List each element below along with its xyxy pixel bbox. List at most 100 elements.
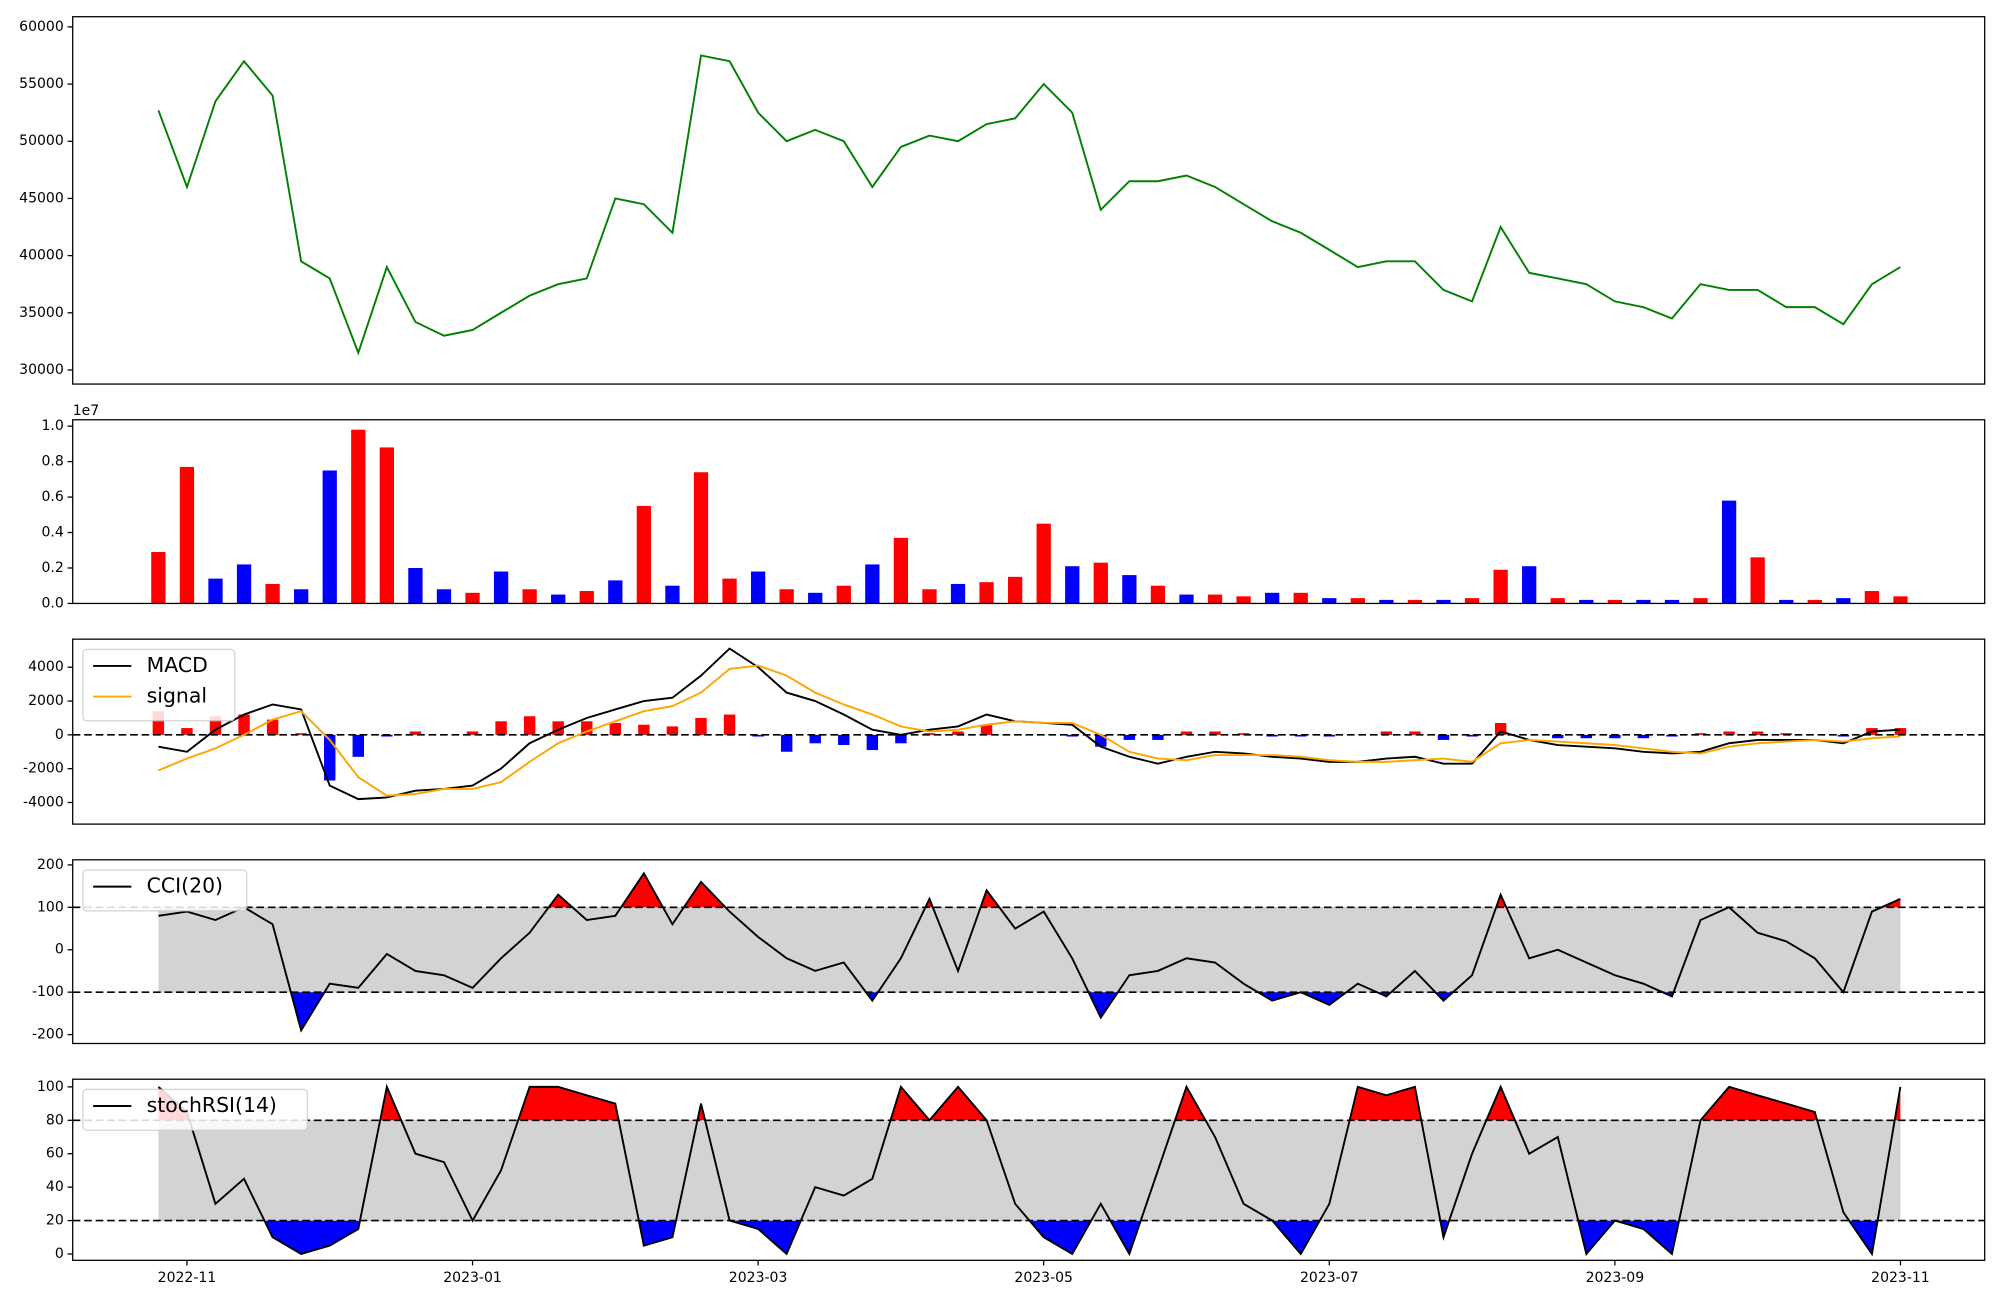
y-tick-label: 200 [37,857,64,873]
histogram-bar [1152,734,1164,740]
histogram-bar [1609,734,1621,739]
x-tick-label: 2023-03 [729,1270,788,1286]
bar [579,591,594,604]
bar [522,589,537,604]
histogram-bar [409,731,422,735]
histogram-bar [723,714,736,735]
y-tick-label: 55000 [19,76,64,92]
bar [1607,599,1623,604]
histogram-bar [952,731,964,735]
x-tick-label: 2023-01 [443,1270,502,1286]
histogram-bar [381,734,393,737]
y-tick-label: 0 [55,727,64,743]
histogram-bar [1780,733,1792,735]
bar [693,472,709,604]
histogram-bar [1437,734,1450,740]
bar [1436,599,1451,604]
histogram-bar [695,717,707,735]
histogram-bar [1266,734,1278,737]
histogram-bar [1237,733,1250,735]
bar [665,585,680,604]
panel-frame [72,16,1986,385]
y-tick-label: 20 [46,1213,64,1229]
bar [1265,592,1280,604]
bar [379,447,394,604]
histogram-bar [266,719,279,735]
bar [1007,576,1023,604]
bar [236,564,252,604]
histogram-bar [809,734,821,744]
histogram-bar [1123,734,1136,740]
bar [922,589,937,604]
y-tick-label: 0.6 [41,489,63,505]
histogram-bar [324,734,336,781]
bar [1893,596,1908,604]
bar [179,466,195,604]
bar [950,583,966,604]
histogram-bar [209,716,222,735]
histogram-bar [295,733,307,735]
y-tick-label: 50000 [19,133,64,149]
x-tick-label: 2023-11 [1871,1270,1930,1286]
bar [436,589,452,604]
y-tick-label: 100 [37,1079,64,1095]
x-tick-label: 2022-11 [158,1270,217,1286]
histogram-bar [1751,731,1764,735]
histogram-bar [866,734,879,751]
legend-label: stochRSI(14) [147,1093,277,1117]
overbought-fill [158,1086,1901,1121]
histogram-bar [1180,731,1193,735]
bar [151,552,166,604]
bar [1693,598,1708,604]
line [158,664,1901,797]
bar [1579,599,1594,604]
panel-frame [72,419,1986,605]
histogram-bar [980,724,993,735]
line [158,647,1901,801]
legend-box [82,869,248,912]
legend-box [82,648,236,722]
line [157,1083,1902,1257]
y-tick-label: -200 [32,1027,64,1043]
bar [808,592,823,604]
histogram-bar [1666,734,1678,737]
bar [979,582,994,604]
legend-box [82,1088,309,1131]
histogram-bar [895,734,907,744]
histogram-bar [609,723,622,735]
histogram-bar [1066,734,1078,737]
bar [865,564,880,604]
histogram-bar [523,716,536,735]
histogram-bar [466,731,479,735]
histogram-bar [1409,731,1421,735]
y-tick-label: 45000 [19,190,64,206]
y-tick-label: 0.2 [41,560,63,576]
histogram-bar [1552,734,1564,739]
y-tick-label: 40000 [19,248,64,264]
bar [1407,599,1423,604]
bar [208,578,223,604]
bar [1779,599,1794,604]
bar [294,589,309,604]
bar [1721,500,1737,604]
histogram-bar [1637,734,1650,739]
bar [1293,592,1308,604]
y-tick-label: 0.0 [41,595,63,611]
bar [1207,594,1223,604]
bar [351,429,366,604]
band [158,1120,1901,1221]
histogram-bar [181,728,193,735]
panel-frame [72,638,1986,825]
y-tick-label: -2000 [23,761,64,777]
histogram-bar [1494,723,1507,735]
bar [551,594,566,604]
bar [1550,598,1565,604]
bar [1750,557,1765,604]
y-tick-label: 0 [55,942,64,958]
bar [1464,598,1480,604]
line [158,871,1901,1033]
y-tick-label: 0.4 [41,525,63,541]
y-tick-label: 0.8 [41,454,63,470]
y-tick-label: -4000 [23,794,64,810]
